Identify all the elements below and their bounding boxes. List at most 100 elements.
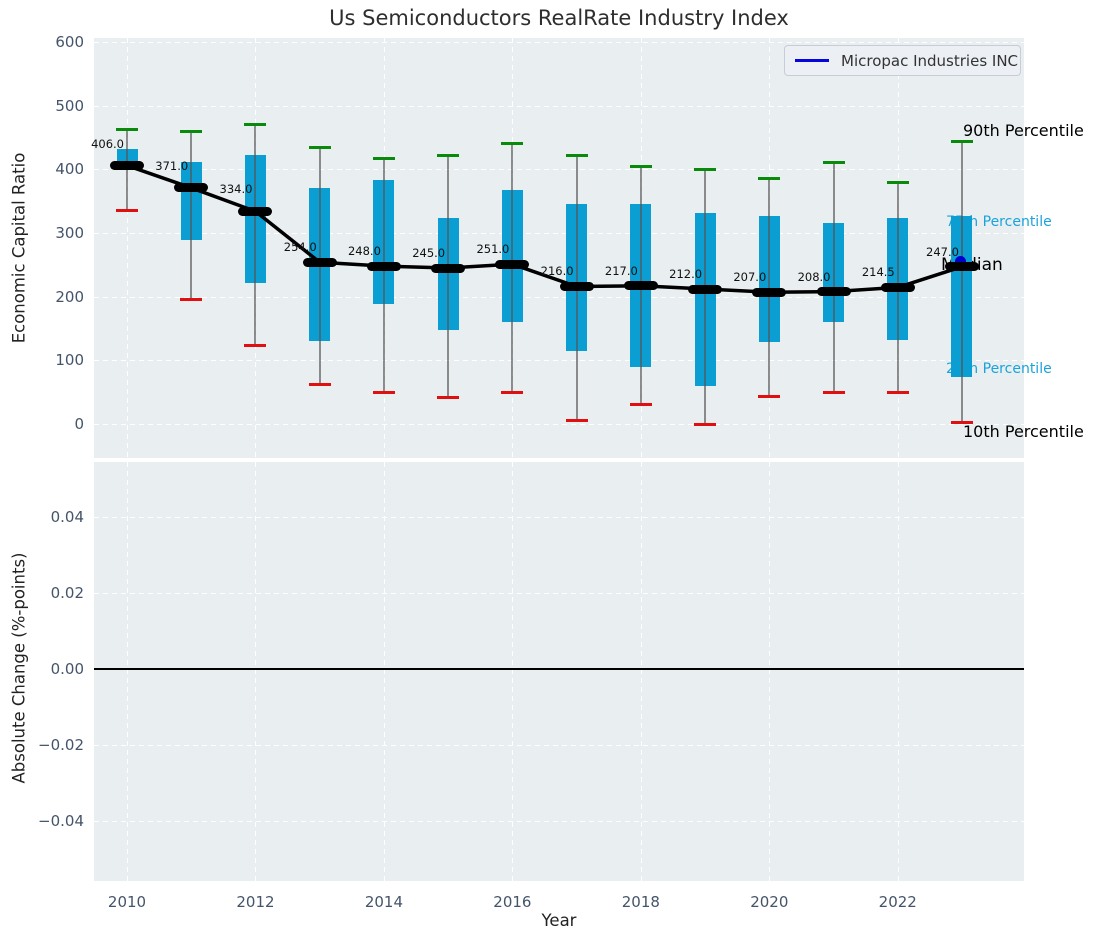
xtick-2022: 2022 — [878, 893, 917, 911]
legend-line-sample — [795, 59, 829, 62]
median-bar-2012 — [238, 206, 273, 216]
y-axis-label-bottom: Absolute Change (%-points) — [9, 552, 29, 784]
xtick-2012: 2012 — [236, 893, 275, 911]
median-value-label-2015: 245.0 — [412, 246, 446, 261]
gridline-x2-2020 — [769, 462, 771, 881]
p10-cap-2016 — [501, 391, 524, 395]
median-value-label-2017: 216.0 — [540, 264, 574, 279]
gridline-x2-2016 — [512, 462, 514, 881]
p10-cap-2019 — [694, 422, 717, 426]
gridline-bottom-y-0.02 — [94, 593, 1024, 594]
p10-cap-2023 — [950, 420, 973, 424]
gridline-x2-2018 — [640, 462, 642, 881]
p10-cap-2014 — [372, 390, 395, 394]
gridline-x2-2012 — [255, 462, 257, 881]
median-bar-2023 — [944, 262, 979, 272]
p90-cap-2019 — [694, 168, 717, 172]
median-value-label-2022: 214.5 — [861, 265, 895, 280]
whisker-2014 — [382, 158, 385, 393]
p90-cap-2023 — [950, 140, 973, 144]
ytick-bottom-0: 0.00 — [50, 660, 84, 678]
gridline-top-y-0 — [94, 424, 1024, 425]
median-bar-2019 — [688, 284, 723, 294]
ytick-bottom-0.02: 0.02 — [50, 584, 84, 602]
gridline-bottom-y--0.04 — [94, 821, 1024, 822]
whisker-2023 — [960, 141, 963, 423]
median-bar-2013 — [302, 257, 337, 267]
gridline-x2-2010 — [127, 462, 128, 881]
p90-cap-2021 — [822, 160, 845, 164]
ytick-top-100: 100 — [55, 351, 84, 370]
xtick-2016: 2016 — [493, 893, 532, 911]
p90-cap-2013 — [308, 146, 331, 150]
p90-cap-2018 — [629, 165, 652, 169]
ytick-bottom--0.02: −0.02 — [38, 736, 84, 754]
median-value-label-2021: 208.0 — [797, 269, 831, 284]
xtick-2020: 2020 — [750, 893, 789, 911]
gridline-top-y-200 — [94, 296, 1024, 298]
p10-cap-2012 — [244, 343, 267, 347]
median-bar-2017 — [559, 281, 594, 291]
annotation-90th-percentile: 90th Percentile — [963, 120, 1084, 140]
annotation-10th-percentile: 10th Percentile — [963, 421, 1084, 441]
xtick-2010: 2010 — [107, 893, 147, 911]
ytick-top-300: 300 — [55, 224, 84, 242]
zero-line — [94, 668, 1024, 670]
whisker-2011 — [190, 131, 193, 300]
median-value-label-2014: 248.0 — [347, 244, 381, 259]
p90-cap-2020 — [758, 176, 781, 180]
p90-cap-2015 — [437, 154, 460, 158]
bottom-panel-background — [94, 462, 1024, 881]
p90-cap-2012 — [244, 123, 267, 127]
ytick-bottom--0.04: −0.04 — [38, 812, 84, 830]
whisker-2019 — [704, 169, 707, 424]
whisker-2012 — [254, 124, 257, 346]
gridline-top-y-600 — [94, 42, 1024, 43]
p10-cap-2017 — [565, 418, 588, 422]
p10-cap-2010 — [116, 209, 138, 213]
median-bar-2021 — [816, 287, 851, 297]
gridline-x2-2014 — [383, 462, 385, 881]
p90-cap-2014 — [372, 157, 395, 160]
ytick-top-500: 500 — [55, 96, 84, 115]
p90-cap-2022 — [886, 180, 909, 184]
gridline-bottom-y-0.04 — [94, 517, 1024, 518]
top-panel-background — [94, 38, 1024, 458]
gridline-top-y-100 — [94, 360, 1024, 362]
xtick-2014: 2014 — [364, 893, 403, 911]
ytick-top-200: 200 — [55, 287, 84, 306]
median-value-label-2019: 212.0 — [669, 267, 703, 282]
p10-cap-2021 — [822, 390, 845, 394]
median-value-label-2016: 251.0 — [476, 242, 510, 257]
gridline-top-y-400 — [94, 169, 1024, 171]
median-bar-2018 — [623, 281, 658, 291]
p90-cap-2017 — [565, 153, 588, 157]
median-value-label-2018: 217.0 — [604, 263, 638, 278]
median-bar-2020 — [752, 287, 787, 297]
whisker-2015 — [447, 155, 450, 398]
x-axis-label: Year — [541, 911, 577, 930]
median-value-label-2011: 371.0 — [155, 158, 189, 173]
median-value-label-2013: 254.0 — [283, 240, 317, 255]
legend-label: Micropac Industries INC — [841, 51, 1019, 70]
ytick-top-0: 0 — [74, 415, 84, 433]
y-axis-label-top: Economic Capital Ratio — [9, 152, 29, 344]
median-value-label-2010: 406.0 — [91, 136, 124, 151]
gridline-x2-2022 — [897, 462, 899, 881]
median-value-label-2012: 334.0 — [219, 182, 253, 197]
p10-cap-2022 — [886, 390, 909, 394]
gridline-top-y-500 — [94, 105, 1024, 107]
ytick-top-400: 400 — [55, 160, 84, 179]
median-value-label-2020: 207.0 — [733, 270, 767, 285]
p10-cap-2013 — [308, 383, 331, 387]
median-bar-2022 — [880, 282, 915, 292]
p10-cap-2018 — [629, 403, 652, 407]
gridline-top-y-300 — [94, 233, 1024, 234]
p90-cap-2011 — [180, 130, 203, 134]
chart-title: Us Semiconductors RealRate Industry Inde… — [329, 6, 789, 30]
p10-cap-2011 — [180, 297, 203, 301]
median-value-label-2023: 247.0 — [926, 244, 959, 259]
gridline-x-2010 — [127, 38, 128, 458]
p10-cap-2020 — [758, 395, 781, 399]
median-bar-2015 — [431, 263, 466, 273]
